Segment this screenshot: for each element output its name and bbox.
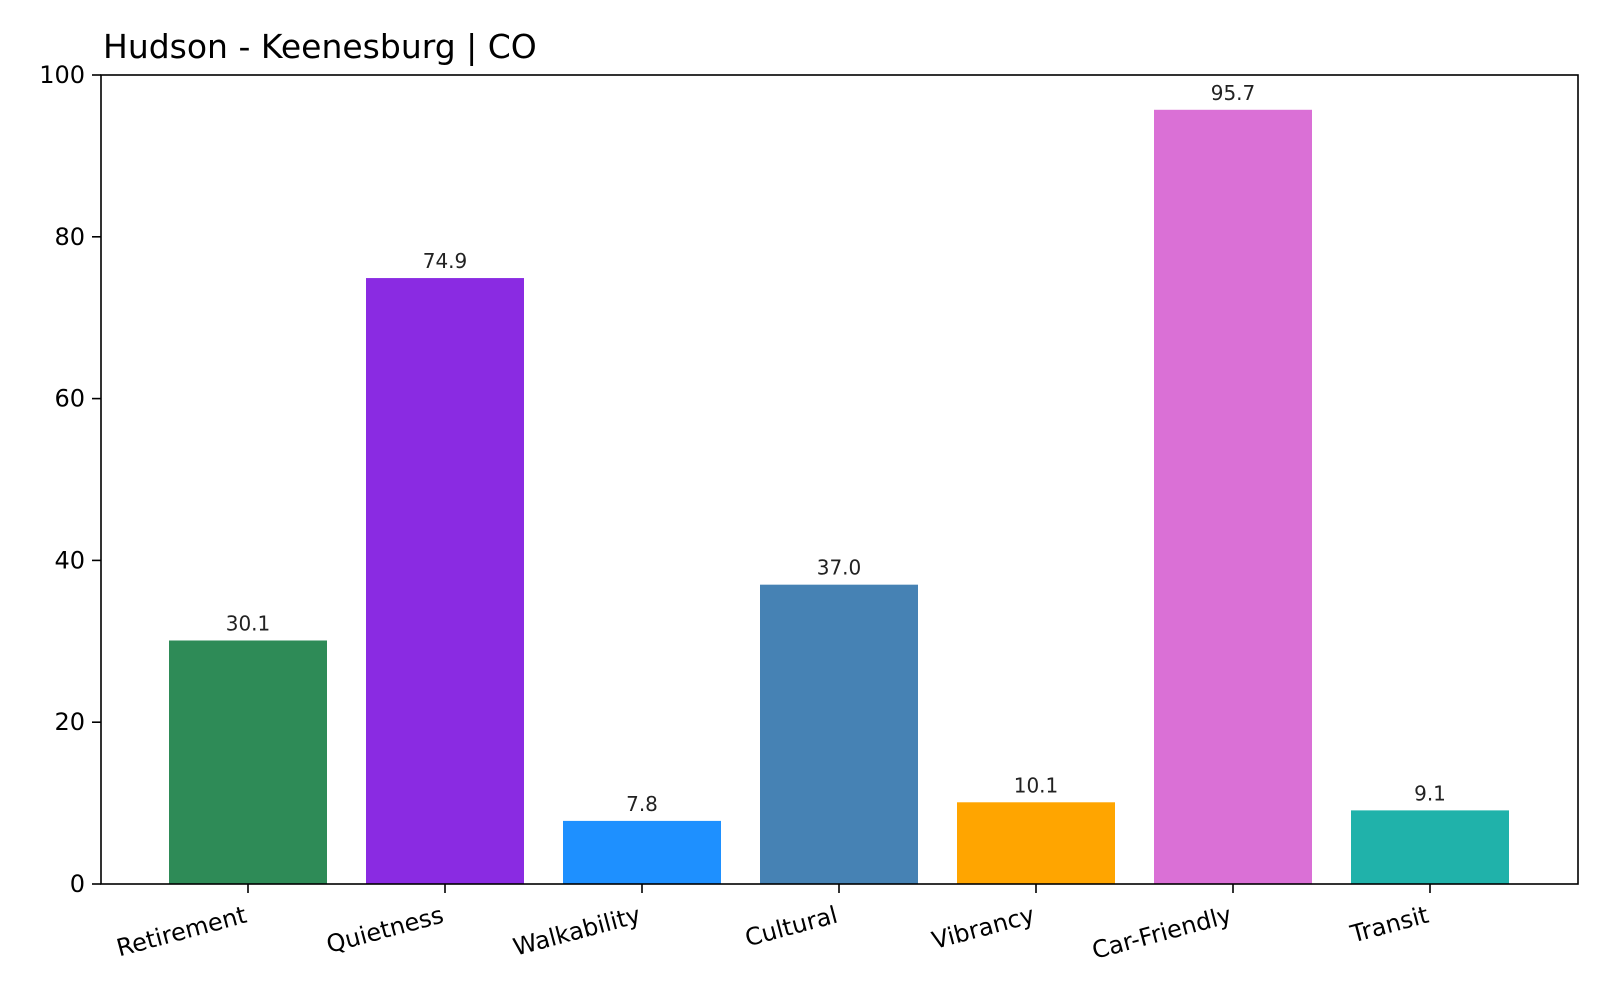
data-label-transit: 9.1 bbox=[1414, 781, 1446, 805]
x-tick-label-quietness: Quietness bbox=[323, 901, 446, 959]
bar-walkability bbox=[563, 820, 721, 884]
bar-transit bbox=[1351, 810, 1509, 884]
y-axis: 0 20 40 60 80 100 bbox=[39, 61, 101, 898]
x-tick-label-car-friendly: Car-Friendly bbox=[1089, 901, 1235, 965]
x-axis: Retirement Quietness Walkability Cultural Vi… bbox=[114, 884, 1432, 965]
bar-cultural bbox=[760, 584, 918, 884]
plot-frame bbox=[100, 74, 1579, 885]
chart-title: Hudson - Keenesburg | CO bbox=[103, 27, 537, 66]
bar-retirement bbox=[169, 640, 327, 884]
bar-quietness bbox=[366, 278, 524, 885]
x-tick-label-retirement: Retirement bbox=[114, 901, 250, 963]
data-label-retirement: 30.1 bbox=[226, 611, 271, 635]
data-label-cultural: 37.0 bbox=[817, 556, 862, 580]
y-tick-label: 40 bbox=[54, 546, 85, 574]
data-labels-group: 30.1 74.9 7.8 37.0 10.1 95.7 9.1 bbox=[226, 81, 1446, 816]
x-tick-label-cultural: Cultural bbox=[742, 901, 841, 953]
data-label-walkability: 7.8 bbox=[626, 792, 658, 816]
y-tick-label: 100 bbox=[39, 61, 85, 89]
x-tick-label-walkability: Walkability bbox=[510, 901, 643, 962]
y-tick-label: 60 bbox=[54, 385, 85, 413]
y-tick-label: 0 bbox=[70, 870, 85, 898]
data-label-quietness: 74.9 bbox=[423, 249, 468, 273]
bars-group bbox=[169, 109, 1509, 885]
y-tick-label: 20 bbox=[54, 708, 85, 736]
data-label-vibrancy: 10.1 bbox=[1014, 773, 1059, 797]
data-label-car-friendly: 95.7 bbox=[1211, 81, 1256, 105]
x-tick-label-transit: Transit bbox=[1347, 901, 1432, 949]
x-tick-label-vibrancy: Vibrancy bbox=[929, 901, 1038, 955]
bar-vibrancy bbox=[957, 802, 1115, 884]
y-tick-label: 80 bbox=[54, 223, 85, 251]
bar-car-friendly bbox=[1154, 109, 1312, 885]
